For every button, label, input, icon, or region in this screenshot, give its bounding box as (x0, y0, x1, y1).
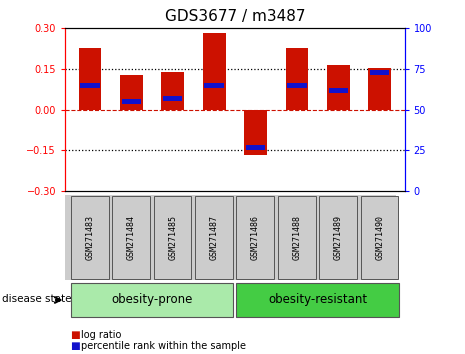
Bar (246, 145, 265, 150)
Text: GSM271488: GSM271488 (292, 215, 301, 260)
Text: GSM271489: GSM271489 (334, 215, 343, 260)
Text: log ratio: log ratio (81, 330, 122, 339)
Bar (286, 48, 308, 110)
FancyBboxPatch shape (237, 195, 274, 279)
Bar (163, 96, 182, 101)
Text: GSM271485: GSM271485 (168, 215, 177, 260)
Text: GSM271486: GSM271486 (251, 215, 260, 260)
Text: disease state: disease state (2, 294, 72, 304)
Bar (79, 48, 101, 110)
Bar (120, 75, 143, 110)
FancyBboxPatch shape (319, 195, 357, 279)
FancyBboxPatch shape (195, 195, 233, 279)
FancyBboxPatch shape (71, 283, 233, 317)
Bar (161, 72, 184, 110)
Bar (327, 65, 350, 110)
FancyBboxPatch shape (112, 195, 150, 279)
Bar (244, 110, 267, 155)
Bar (205, 83, 224, 88)
Text: GSM271490: GSM271490 (375, 215, 384, 260)
Text: GSM271487: GSM271487 (210, 215, 219, 260)
Text: obesity-prone: obesity-prone (111, 293, 193, 306)
Bar (368, 68, 391, 110)
Bar (80, 83, 100, 88)
Text: ■: ■ (70, 330, 80, 339)
Bar (370, 70, 389, 75)
FancyBboxPatch shape (361, 195, 399, 279)
Text: GSM271483: GSM271483 (86, 215, 94, 260)
Bar (122, 99, 141, 104)
Text: GSM271484: GSM271484 (127, 215, 136, 260)
Text: obesity-resistant: obesity-resistant (268, 293, 367, 306)
Text: percentile rank within the sample: percentile rank within the sample (81, 341, 246, 351)
Bar (287, 83, 306, 88)
FancyBboxPatch shape (154, 195, 192, 279)
FancyBboxPatch shape (278, 195, 316, 279)
Bar (329, 88, 348, 93)
Bar (203, 33, 226, 110)
Text: ■: ■ (70, 341, 80, 351)
FancyBboxPatch shape (237, 283, 399, 317)
FancyBboxPatch shape (71, 195, 108, 279)
Title: GDS3677 / m3487: GDS3677 / m3487 (165, 9, 305, 24)
